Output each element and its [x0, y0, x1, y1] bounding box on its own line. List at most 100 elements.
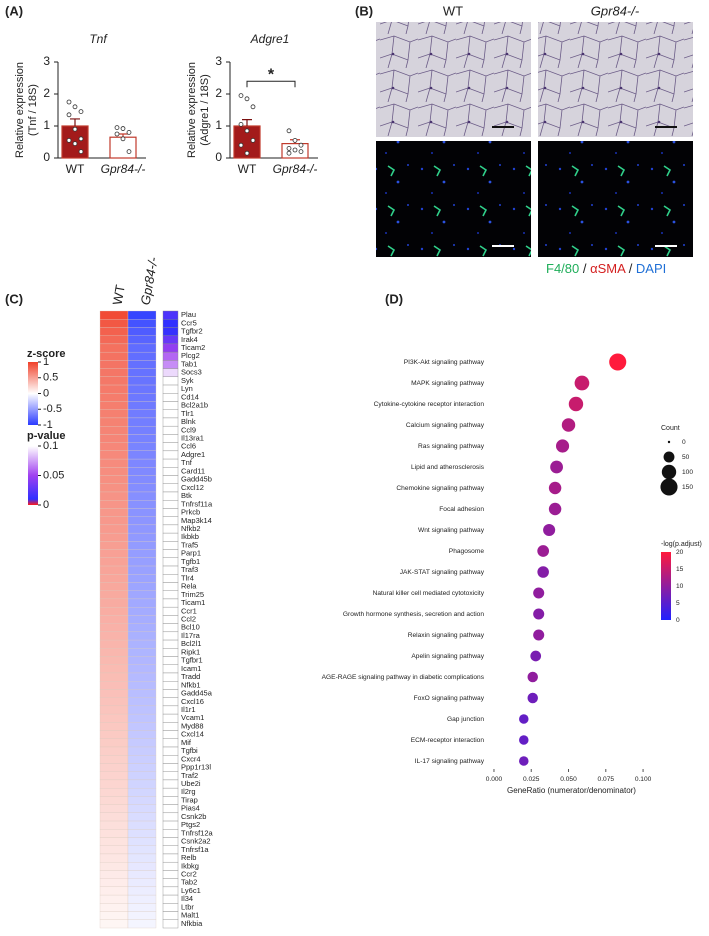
row-label: Traf2 — [181, 771, 198, 780]
p-value-cell — [162, 417, 179, 427]
heatmap-cell — [127, 319, 157, 328]
legend-dot — [667, 440, 671, 444]
x-tick-label: 0.075 — [598, 776, 615, 783]
legend-tick-label: -1 — [43, 419, 53, 431]
heatmap-cell — [99, 458, 129, 468]
p-value-cell — [162, 475, 179, 484]
row-label: Tlr4 — [181, 573, 194, 582]
p-value-cell — [162, 639, 179, 649]
row-label: Ikbkb — [181, 532, 199, 541]
heatmap-cell — [127, 870, 157, 879]
heatmap-cell — [99, 796, 129, 805]
p-value-cell — [162, 623, 179, 633]
stain: / — [625, 261, 636, 276]
dot — [527, 692, 538, 704]
y-tick-label: 3 — [43, 54, 50, 68]
heatmap-cell — [99, 467, 129, 476]
heatmap-cell — [127, 434, 157, 443]
x-tick-label: WT — [66, 162, 85, 176]
heatmap-cell — [127, 500, 157, 509]
row-label: Tlr1 — [181, 409, 194, 418]
heatmap-cell — [99, 886, 129, 896]
row-label: Il17ra — [181, 631, 201, 640]
heatmap-cell — [127, 574, 157, 583]
p-value-cell — [162, 919, 179, 929]
p-value-cell — [162, 532, 179, 542]
heatmap-cell — [127, 812, 157, 822]
heatmap-cell — [127, 327, 157, 336]
stain: DAPI — [636, 261, 666, 276]
p-value-cell — [162, 837, 179, 846]
x-tick-label: 0.025 — [523, 776, 540, 783]
heatmap-cell — [127, 853, 157, 863]
row-label: Ccl2 — [181, 614, 196, 623]
row-label: Ticam1 — [181, 598, 205, 607]
row-label: Csnk2a2 — [181, 837, 211, 846]
p-value-cell — [162, 401, 179, 410]
heatmap-cell — [99, 713, 129, 723]
x-tick-label: 0.050 — [560, 776, 577, 783]
heatmap-cell — [127, 894, 157, 904]
row-label: Tgfbi — [181, 746, 198, 755]
data-point — [72, 126, 78, 132]
row-label: Bcl2a1b — [181, 401, 208, 410]
heatmap-cell — [127, 335, 157, 345]
data-point — [72, 104, 78, 110]
x-axis-label: GeneRatio (numerator/denominator) — [507, 786, 636, 795]
heatmap-cell — [127, 582, 157, 591]
row-label: Nfkb1 — [181, 680, 201, 689]
p-value-cell — [162, 853, 179, 863]
heatmap-cell — [99, 829, 129, 838]
heatmap-cell — [127, 368, 157, 377]
heatmap-cell — [127, 541, 157, 550]
heatmap-cell — [127, 730, 157, 739]
colorbar — [28, 446, 38, 505]
legend-tick-label: 0 — [43, 387, 49, 399]
heatmap-cell — [127, 631, 157, 641]
row-label: Ccl6 — [181, 442, 196, 451]
stain: F4/80 — [546, 261, 579, 276]
row-label: Tnf — [181, 458, 193, 467]
p-value-cell — [162, 722, 179, 731]
column-label: Gpr84-/- — [138, 255, 161, 306]
heatmap-cell — [99, 360, 129, 369]
heatmap-cell — [127, 903, 157, 912]
y-tick-label: Focal adhesion — [439, 506, 484, 513]
row-label: Bcl10 — [181, 623, 200, 632]
heatmap-cell — [99, 491, 129, 501]
p-value-cell — [162, 870, 179, 879]
data-point — [114, 125, 120, 130]
heatmap-cell — [99, 763, 129, 772]
dot — [568, 396, 584, 412]
p-value-cell — [162, 516, 179, 526]
row-label: Nfkb2 — [181, 524, 201, 533]
p-value-cell — [162, 409, 179, 419]
row-label: Tgfb1 — [181, 557, 200, 566]
row-label: Tnfrsf11a — [181, 499, 213, 508]
p-value-cell — [162, 483, 179, 493]
row-label: Il34 — [181, 894, 193, 903]
data-point — [120, 126, 126, 131]
heatmap-cell — [99, 853, 129, 863]
legend-label: 150 — [682, 484, 693, 491]
p-value-cell — [162, 738, 179, 748]
column-label: WT — [110, 284, 128, 307]
row-label: Blnk — [181, 417, 196, 426]
heatmap-cell — [127, 746, 157, 756]
dot — [609, 353, 627, 371]
p-value-cell — [162, 779, 179, 789]
p-value-cell — [162, 467, 179, 476]
p-value-cell — [162, 574, 179, 583]
heatmap-cell — [127, 393, 157, 402]
row-label: Card11 — [181, 466, 205, 475]
heatmap-cell — [99, 483, 129, 493]
p-value-cell — [162, 615, 179, 624]
p-value-cell — [162, 746, 179, 756]
heatmap-cell — [99, 730, 129, 739]
p-value-cell — [162, 508, 179, 517]
x-tick-label: 0.000 — [486, 776, 503, 783]
heatmap-cell — [99, 787, 129, 797]
p-value-cell — [162, 631, 179, 641]
heatmap-cell — [127, 607, 157, 616]
p-value-cell — [162, 434, 179, 443]
